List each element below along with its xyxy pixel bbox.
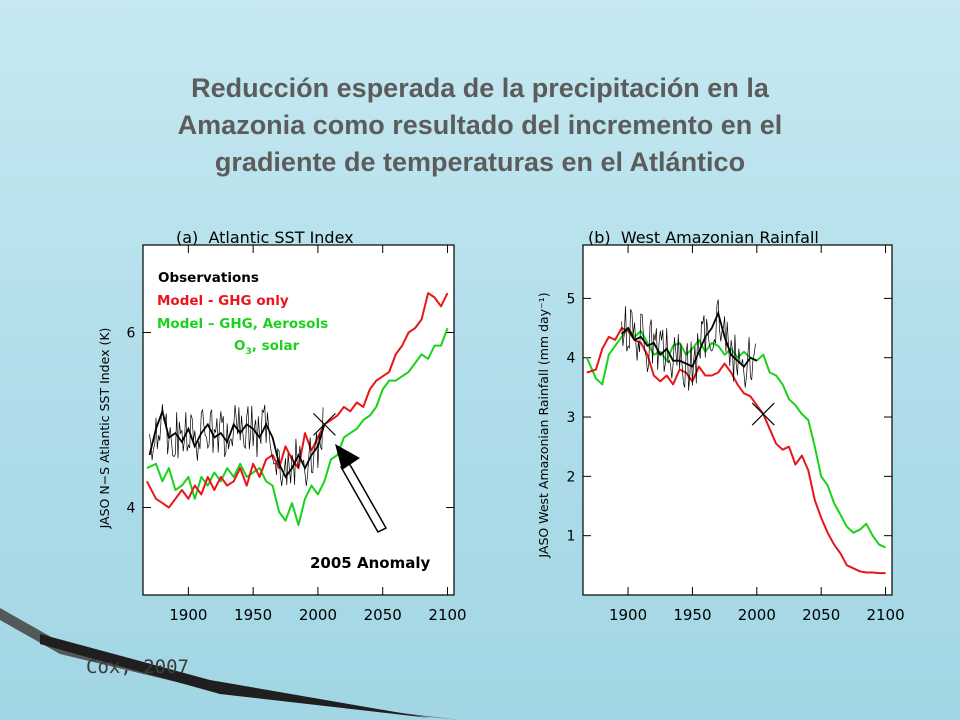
decorative-swoosh: [0, 608, 460, 720]
x-tick-label: 2100: [866, 606, 904, 624]
legend-ghg-only: Model - GHG only: [157, 293, 289, 309]
y-tick-label: 4: [567, 351, 576, 367]
y-tick-label: 1: [567, 529, 576, 545]
marker-stroke: [312, 412, 336, 436]
plot-frame: [142, 244, 455, 596]
axis-ticks: 1900 1950 2000 2050 2100 1 2 3 4 5: [567, 245, 905, 624]
slide-title: Reducción esperada de la precipitación e…: [70, 70, 890, 181]
series-lines: [146, 292, 449, 526]
legend-o: O: [234, 338, 245, 354]
x-tick-label: 2100: [428, 606, 466, 624]
legend-solar: , solar: [252, 338, 300, 354]
chart-title: (a) Atlantic SST Index: [176, 228, 354, 247]
x-tick-label: 1950: [234, 606, 272, 624]
chart-title: (b) West Amazonian Rainfall: [588, 228, 819, 247]
x-tick-label: 1900: [609, 606, 647, 624]
y-tick-label: 3: [567, 410, 576, 426]
anomaly-arrow: [335, 444, 388, 533]
marker-stroke: [751, 402, 775, 426]
citation: Cox, 2007: [86, 656, 189, 678]
series-observations: [148, 408, 326, 479]
legend-ghg-aerosols: Model – GHG, Aerosols: [157, 316, 328, 332]
series-observations-annual: [149, 404, 324, 487]
legend-observations: Observations: [158, 270, 259, 286]
y-axis-label: JASO West Amazonian Rainfall (mm day⁻¹): [536, 292, 551, 558]
title-line-2: Amazonia como resultado del incremento e…: [177, 110, 783, 140]
series-observations: [620, 310, 758, 368]
x-tick-label: 2000: [299, 606, 337, 624]
x-tick-label: 1900: [169, 606, 207, 624]
y-tick-label: 4: [127, 501, 136, 517]
axis-ticks: 1900 1950 2000 2050 2100 4 6: [127, 245, 467, 624]
y-tick-label: 2: [567, 469, 576, 485]
x-tick-label: 2050: [802, 606, 840, 624]
series-ghg-aerosols: [146, 327, 449, 526]
legend-sub-3: 3: [245, 347, 251, 357]
y-tick-label: 5: [567, 291, 576, 307]
year-2005-marker: [751, 402, 775, 426]
anomaly-label: 2005 Anomaly: [310, 554, 430, 572]
y-tick-label: 6: [127, 326, 136, 342]
year-2005-marker: [312, 412, 336, 436]
y-axis-label: JASO N−S Atlantic SST Index (K): [97, 328, 112, 530]
x-tick-label: 2050: [364, 606, 402, 624]
x-tick-label: 1950: [673, 606, 711, 624]
title-line-1: Reducción esperada de la precipitación e…: [191, 73, 769, 103]
legend-ghg-aerosols-line2: O3, solar: [234, 338, 300, 357]
series-ghg-aerosols: [585, 327, 887, 549]
x-tick-label: 2000: [738, 606, 776, 624]
series-lines: [585, 299, 887, 575]
plot-frame: [582, 244, 893, 596]
title-line-3: gradiente de temperaturas en el Atlántic…: [214, 147, 746, 177]
